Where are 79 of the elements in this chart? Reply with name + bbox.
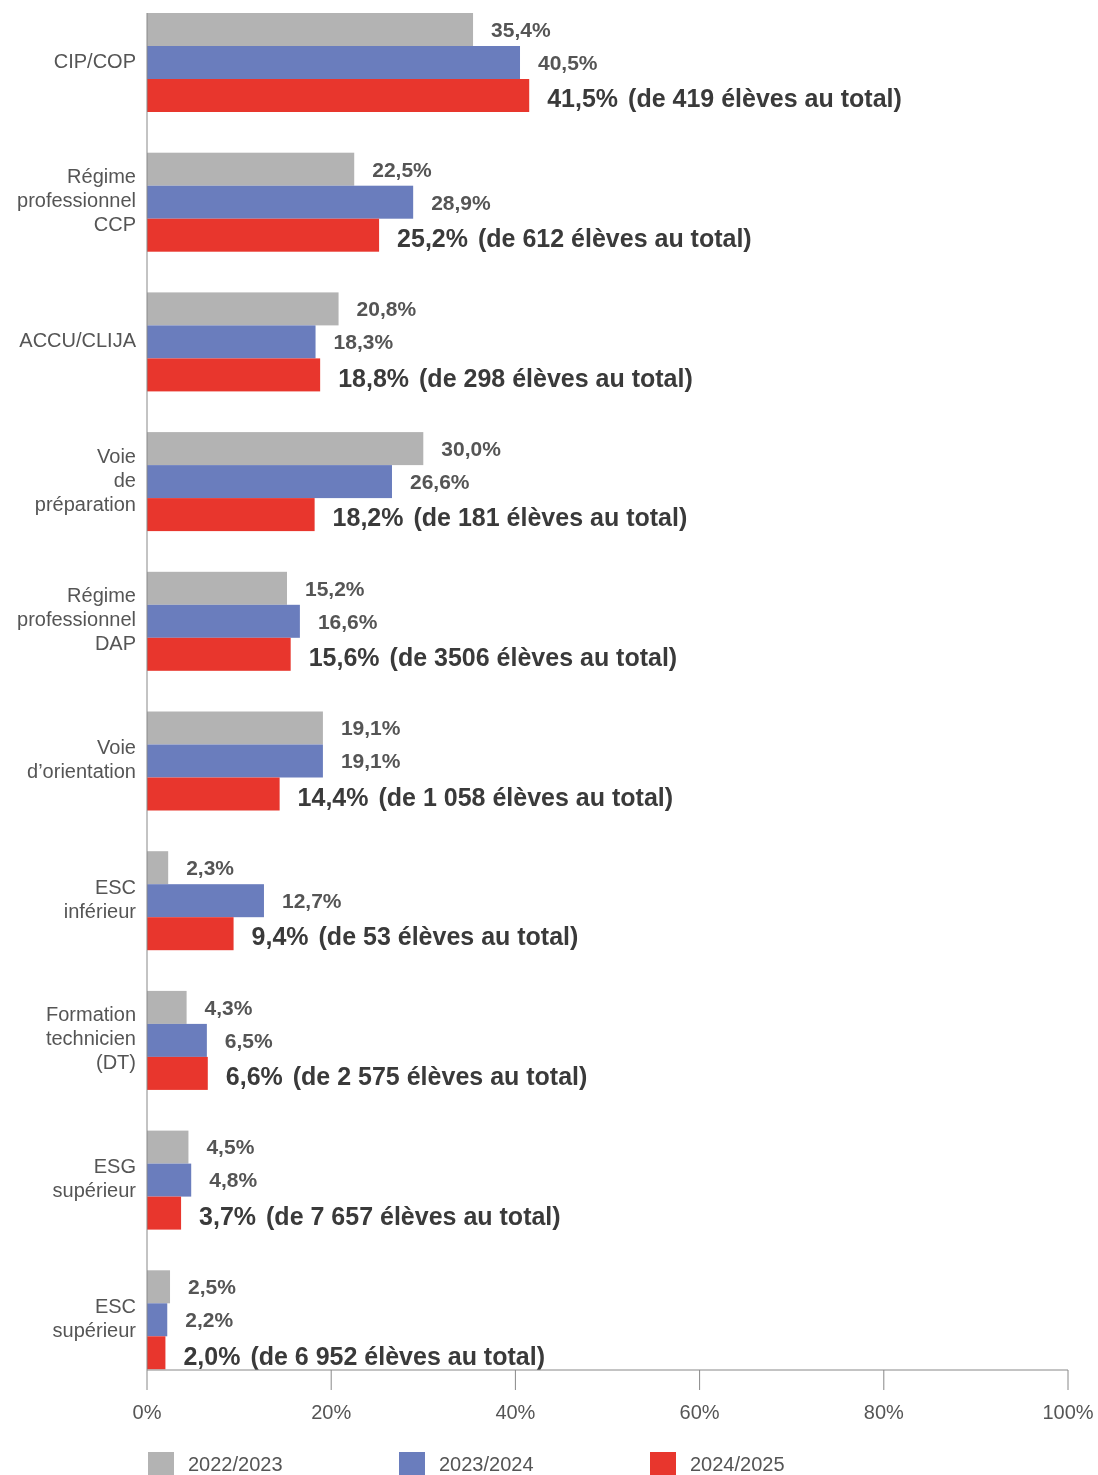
data-label: 3,7% (de 7 657 élèves au total) [199, 1201, 561, 1230]
x-tick-label: 100% [1042, 1401, 1094, 1423]
data-label: 30,0% [441, 436, 502, 460]
data-label: 40,5% [538, 50, 598, 74]
data-label: 16,6% [317, 609, 378, 633]
bar [147, 571, 287, 605]
y-tick-label: Régime professionnel CCP [17, 165, 136, 236]
y-tick-label: Voie de préparation [34, 444, 136, 515]
data-label: 12,7% [281, 889, 342, 913]
data-label: 2,5% [188, 1275, 237, 1299]
data-label: 35,4% [491, 17, 551, 41]
bar [147, 744, 323, 778]
bar [147, 152, 355, 186]
bar [147, 79, 530, 112]
data-label: 26,6% [409, 469, 470, 493]
bar [147, 851, 169, 885]
data-label: 18,2% (de 181 élèves au total) [332, 503, 688, 532]
data-label: 15,2% [304, 576, 365, 600]
y-tick-label: CIP/COP [53, 49, 136, 72]
bar [147, 1196, 182, 1230]
y-tick-label: ESG supérieur [52, 1155, 137, 1202]
data-label: 18,3% [333, 330, 394, 354]
bar [147, 777, 280, 811]
y-tick-label: Formation technicien (DT) [45, 1003, 136, 1074]
y-tick-label: Régime professionnel DAP [17, 584, 136, 655]
data-label: 28,9% [431, 190, 492, 214]
bar [147, 711, 323, 745]
legend-label: 2022/2023 [188, 1453, 283, 1475]
bar [147, 604, 300, 638]
data-label: 14,4% (de 1 058 élèves au total) [297, 782, 674, 811]
y-tick-label: ESC supérieur [52, 1294, 137, 1341]
bar [147, 498, 315, 532]
bar [147, 46, 521, 79]
y-tick-label: Voie d’orientation [27, 736, 136, 782]
x-tick-label: 80% [863, 1401, 905, 1423]
bar [147, 884, 264, 918]
bar [147, 218, 380, 252]
bar [147, 1270, 171, 1304]
data-label: 15,6% (de 3506 élèves au total) [308, 643, 678, 672]
data-label: 19,1% [340, 716, 401, 740]
data-label: 18,8% (de 298 élèves au total) [338, 363, 693, 392]
bar [147, 1056, 208, 1090]
data-label: 41,5% (de 419 élèves au total) [547, 84, 902, 113]
data-label: 25,2% (de 612 élèves au total) [397, 223, 752, 252]
bar [147, 13, 474, 46]
data-label: 22,5% [372, 157, 433, 181]
bar [147, 325, 316, 359]
legend-label: 2023/2024 [439, 1453, 534, 1475]
data-label: 6,5% [224, 1028, 274, 1052]
bar [147, 1130, 189, 1164]
data-label: 9,4% (de 53 élèves au total) [251, 922, 579, 951]
bar [147, 1023, 207, 1057]
bar [147, 917, 234, 951]
x-tick-label: 0% [132, 1401, 162, 1423]
x-tick-label: 40% [495, 1401, 536, 1423]
bar [147, 465, 392, 499]
x-tick-label: 60% [679, 1401, 720, 1423]
data-label: 2,0% (de 6 952 élèves au total) [183, 1341, 545, 1370]
bar [147, 1303, 168, 1337]
data-label: 4,5% [206, 1135, 255, 1159]
bar [147, 637, 291, 671]
data-label: 2,2% [185, 1308, 234, 1332]
data-label: 20,8% [356, 297, 417, 321]
bar [147, 432, 424, 466]
bar [147, 990, 187, 1024]
bar [147, 1336, 166, 1370]
y-tick-label: ACCU/CLIJA [19, 328, 137, 351]
bar [147, 358, 321, 392]
data-label: 4,8% [209, 1168, 258, 1192]
data-label: 6,6% (de 2 575 élèves au total) [225, 1062, 588, 1091]
data-label: 4,3% [204, 995, 253, 1019]
bar [147, 185, 414, 219]
y-tick-label: ESC inférieur [63, 875, 137, 922]
data-label: 2,3% [186, 856, 235, 880]
legend-label: 2024/2025 [690, 1453, 785, 1475]
bar [147, 1163, 192, 1197]
bar [147, 292, 339, 326]
x-tick-label: 20% [311, 1401, 352, 1423]
data-label: 19,1% [340, 749, 401, 773]
